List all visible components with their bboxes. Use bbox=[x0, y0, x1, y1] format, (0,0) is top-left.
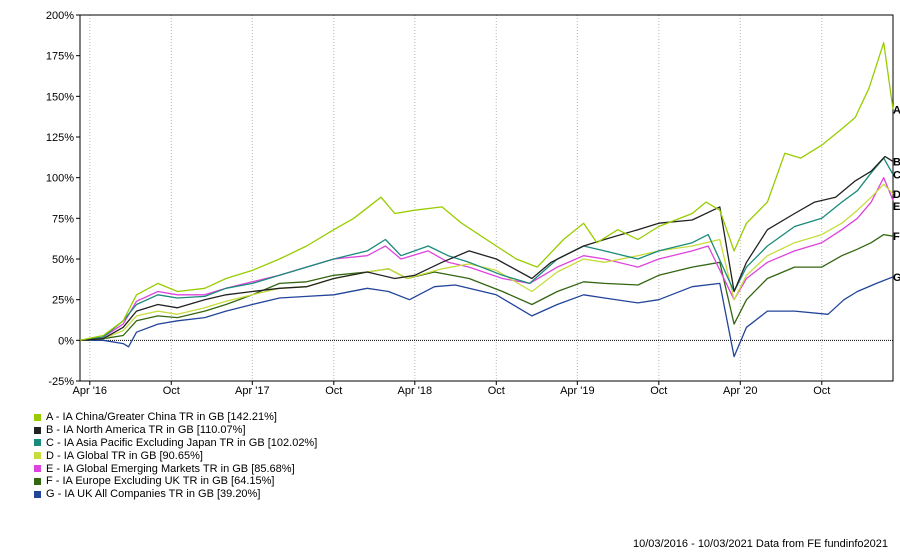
x-tick-label: Oct bbox=[813, 385, 830, 397]
y-tick-label: 75% bbox=[52, 213, 74, 225]
end-label-f: F bbox=[893, 231, 900, 243]
legend-label: F - IA Europe Excluding UK TR in GB [64.… bbox=[46, 475, 275, 488]
end-label-b: B bbox=[893, 156, 900, 168]
y-tick-label: 100% bbox=[46, 173, 74, 185]
y-tick-label: 150% bbox=[46, 91, 74, 103]
line-chart: Apr '16 Oct Apr '17 Oct Apr '18 Oct Apr '19 Oct… bbox=[46, 10, 900, 397]
y-tick-label: 125% bbox=[46, 132, 74, 144]
x-tick-label: Apr '16 bbox=[73, 385, 108, 397]
legend-label: A - IA China/Greater China TR in GB [142… bbox=[46, 411, 277, 424]
legend-swatch bbox=[34, 413, 41, 421]
legend-item-a: A - IA China/Greater China TR in GB [142… bbox=[34, 411, 317, 424]
legend-swatch bbox=[34, 490, 41, 498]
x-tick-label: Oct bbox=[488, 385, 505, 397]
x-tick-label: Oct bbox=[650, 385, 667, 397]
series-line-c bbox=[79, 157, 894, 341]
x-tick-label: Oct bbox=[163, 385, 180, 397]
legend-swatch bbox=[34, 465, 41, 473]
series-line-e bbox=[79, 177, 894, 341]
x-tick-label: Apr '17 bbox=[235, 385, 270, 397]
end-label-d: D bbox=[893, 189, 900, 201]
chart-legend: A - IA China/Greater China TR in GB [142… bbox=[34, 411, 317, 501]
chart-axes: Apr '16 Oct Apr '17 Oct Apr '18 Oct Apr '19 Oct… bbox=[46, 10, 894, 397]
legend-label: G - IA UK All Companies TR in GB [39.20%… bbox=[46, 488, 261, 501]
plot-frame bbox=[79, 14, 894, 382]
legend-label: E - IA Global Emerging Markets TR in GB … bbox=[46, 462, 295, 475]
legend-label: C - IA Asia Pacific Excluding Japan TR i… bbox=[46, 436, 318, 449]
x-tick-label: Apr '20 bbox=[723, 385, 758, 397]
end-label-e: E bbox=[893, 201, 900, 213]
legend-swatch bbox=[34, 439, 41, 447]
x-tick-label: Apr '18 bbox=[398, 385, 433, 397]
legend-item-f: F - IA Europe Excluding UK TR in GB [64.… bbox=[34, 475, 317, 488]
y-tick-label: 200% bbox=[46, 10, 74, 22]
series-line-b bbox=[79, 155, 894, 341]
legend-label: D - IA Global TR in GB [90.65%] bbox=[46, 449, 203, 462]
y-tick-label: -25% bbox=[48, 376, 74, 388]
legend-item-d: D - IA Global TR in GB [90.65%] bbox=[34, 449, 317, 462]
legend-swatch bbox=[34, 452, 41, 460]
series-line-a bbox=[79, 42, 894, 341]
legend-item-e: E - IA Global Emerging Markets TR in GB … bbox=[34, 462, 317, 475]
source-note: 10/03/2016 - 10/03/2021 Data from FE fun… bbox=[632, 538, 888, 550]
legend-item-c: C - IA Asia Pacific Excluding Japan TR i… bbox=[34, 437, 317, 450]
series-line-g bbox=[80, 276, 894, 358]
y-tick-label: 50% bbox=[52, 254, 74, 266]
legend-item-b: B - IA North America TR in GB [110.07%] bbox=[34, 424, 317, 437]
legend-swatch bbox=[34, 426, 41, 434]
series-line-d bbox=[79, 183, 894, 341]
end-label-a: A bbox=[893, 104, 900, 116]
x-tick-label: Apr '19 bbox=[560, 385, 595, 397]
y-tick-label: 175% bbox=[46, 51, 74, 63]
x-tick-label: Oct bbox=[325, 385, 342, 397]
y-tick-label: 0% bbox=[58, 335, 74, 347]
end-label-c: C bbox=[893, 169, 900, 181]
legend-item-g: G - IA UK All Companies TR in GB [39.20%… bbox=[34, 488, 317, 501]
legend-label: B - IA North America TR in GB [110.07%] bbox=[46, 424, 246, 437]
y-tick-label: 25% bbox=[52, 295, 74, 307]
legend-swatch bbox=[34, 477, 41, 485]
grid-lines bbox=[80, 15, 893, 381]
end-label-g: G bbox=[893, 272, 900, 284]
series-lines bbox=[79, 42, 894, 358]
series-line-f bbox=[79, 233, 894, 341]
